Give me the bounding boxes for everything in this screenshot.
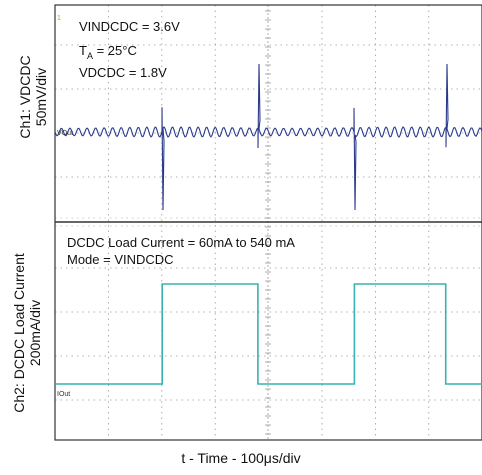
mode-annotation: Mode = VINDCDC: [67, 252, 174, 267]
ch1-axis-title: Ch1: VDCDC: [17, 55, 33, 139]
scope-traces: [54, 63, 482, 385]
ch2-axis-scale: 200mA/div: [27, 299, 43, 367]
ch2-axis-title: Ch2: DCDC Load Current: [11, 253, 27, 413]
vout-annotation: VDCDC = 1.8V: [79, 65, 167, 80]
ta-annotation: TA = 25°C: [79, 43, 137, 61]
ch2-axis-label: Ch2: DCDC Load Current 200mA/div: [11, 233, 45, 433]
vin-annotation: VINDCDC = 3.6V: [79, 19, 180, 34]
load-annotation: DCDC Load Current = 60mA to 540 mA: [67, 235, 295, 250]
scope-frame: [54, 4, 482, 441]
ch1-axis-scale: 50mV/div: [33, 67, 49, 127]
ch2-current-trace: [55, 283, 482, 385]
ta-subscript: A: [87, 51, 93, 61]
ta-prefix: T: [79, 43, 87, 58]
ch1-marker: 1: [57, 15, 61, 22]
ch1-trace-label: VOut: [57, 130, 73, 137]
ch1-vout-trace: [54, 63, 482, 211]
ch1-axis-label: Ch1: VDCDC 50mV/div: [17, 17, 51, 177]
ch2-trace-label: IOut: [57, 391, 70, 398]
ta-value: = 25°C: [93, 43, 137, 58]
x-axis-label: t - Time - 100μs/div: [181, 450, 301, 466]
